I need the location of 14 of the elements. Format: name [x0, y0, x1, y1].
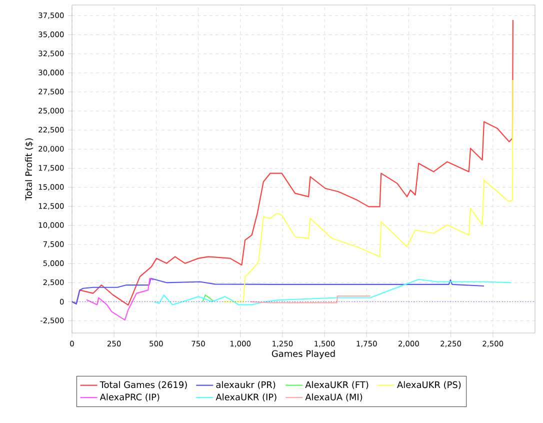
line-series: [72, 19, 514, 306]
legend-label: AlexaUKR (IP): [216, 393, 276, 402]
legend-label: Total Games (2619): [100, 381, 187, 390]
y-axis-title: Total Profit ($): [25, 138, 34, 200]
legend-label: AlexaUKR (FT): [305, 381, 368, 390]
line-series: [222, 80, 514, 302]
line-series: [154, 278, 512, 306]
legend-label: AlexaUA (MI): [305, 393, 362, 402]
legend-label: AlexaUKR (PS): [397, 381, 461, 390]
line-series: [72, 278, 485, 305]
legend-label: AlexaPRC (IP): [100, 393, 160, 402]
x-axis-title: Games Played: [272, 350, 335, 359]
legend-label: alexaukr (PR): [216, 381, 276, 390]
line-series: [86, 278, 154, 321]
